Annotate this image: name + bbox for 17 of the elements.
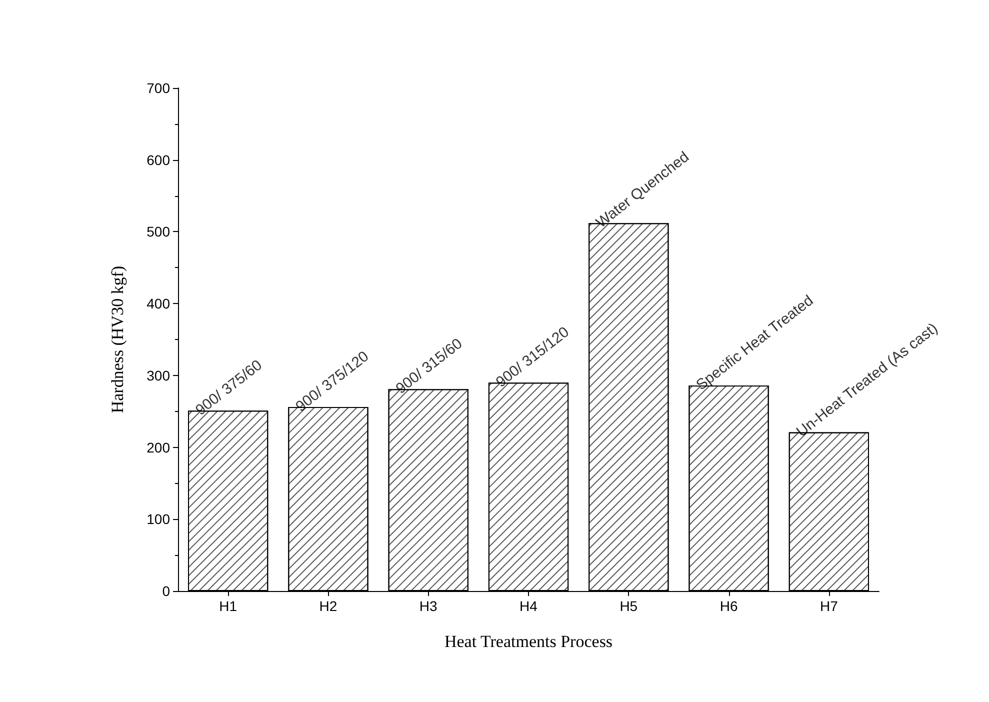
- y-tick-label: 100: [146, 511, 170, 528]
- x-tick-label: H1: [219, 598, 238, 614]
- x-tick-label: H6: [720, 598, 738, 614]
- x-tick-label: H7: [820, 598, 838, 614]
- y-tick-label: 400: [146, 296, 170, 312]
- y-tick-label: 700: [146, 80, 170, 96]
- y-tick-label: 0: [162, 583, 170, 599]
- x-tick-label: H4: [520, 598, 538, 614]
- y-tick-label: 600: [146, 152, 170, 168]
- y-tick-label: 300: [146, 367, 170, 384]
- x-tick-label: H5: [620, 598, 638, 614]
- x-tick-label: H2: [319, 598, 338, 614]
- y-tick-label: 500: [146, 224, 170, 240]
- y-tick-label: 200: [146, 439, 170, 456]
- x-axis-title: Heat Treatments Process: [444, 632, 613, 651]
- x-tick-label: H3: [419, 598, 438, 614]
- y-axis-title: Hardness (HV30 kgf): [108, 266, 127, 414]
